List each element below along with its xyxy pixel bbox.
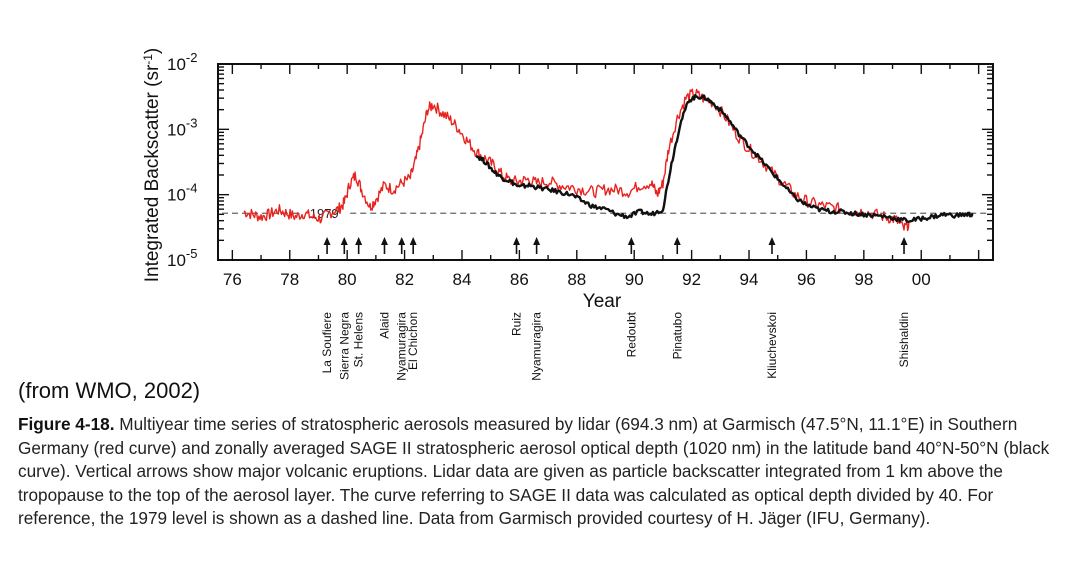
- plot-border: [217, 63, 994, 261]
- eruption-label: Sierra Negra: [337, 312, 351, 380]
- x-tick-label: 88: [567, 270, 586, 289]
- eruption-labels: La Soufiere Sierra Negra St. Helens Alaid Ny…: [320, 311, 911, 380]
- x-tick-label: 82: [395, 270, 414, 289]
- y-tick-label: 10-3: [167, 115, 197, 139]
- x-tick-label: 84: [453, 270, 472, 289]
- eruption-label: Shishaldin: [897, 312, 911, 367]
- source-note: (from WMO, 2002): [18, 378, 201, 403]
- y-axis: 10-5 10-4 10-3 10-2: [167, 50, 993, 270]
- eruption-arrow-head: [355, 237, 363, 245]
- eruption-arrow-head: [513, 237, 521, 245]
- aerosol-chart: 10-5 10-4 10-3 10-2 76 78 80 82 84 86 88 90 92 94 96 9…: [141, 48, 994, 381]
- x-axis-title: Year: [583, 291, 622, 312]
- caption-text: Multiyear time series of stratospheric a…: [18, 414, 1050, 529]
- eruption-arrow-head: [340, 237, 348, 245]
- x-tick-label: 98: [854, 270, 873, 289]
- eruption-arrow-head: [533, 237, 541, 245]
- figure-caption: Figure 4-18. Multiyear time series of st…: [18, 413, 1058, 531]
- plot-frame: [217, 63, 994, 261]
- eruption-arrow-head: [768, 237, 776, 245]
- x-tick-label: 76: [223, 270, 242, 289]
- eruption-arrow-head: [627, 237, 635, 245]
- y-axis-title: Integrated Backscatter (sr-1): [141, 48, 163, 283]
- eruption-arrows: [323, 237, 908, 254]
- eruption-label: Redoubt: [624, 311, 638, 357]
- lidar-series-line: [243, 88, 911, 232]
- y-tick-label: 10-2: [167, 50, 197, 74]
- y-tick-label: 10-5: [167, 246, 197, 270]
- eruption-arrow-head: [900, 237, 908, 245]
- eruption-arrow-head: [673, 237, 681, 245]
- x-tick-label: 94: [740, 270, 759, 289]
- y-tick-label: 10-4: [167, 181, 197, 205]
- x-tick-label: 92: [682, 270, 701, 289]
- x-tick-label: 80: [338, 270, 357, 289]
- x-axis: 76 78 80 82 84 86 88 90 92 94 96 98 00: [223, 64, 980, 289]
- eruption-arrow-head: [323, 237, 331, 245]
- eruption-label: Kliuchevskoi: [765, 312, 779, 379]
- x-tick-label: 96: [797, 270, 816, 289]
- eruption-label: Ruiz: [510, 312, 524, 336]
- eruption-arrow-head: [380, 237, 388, 245]
- x-tick-label: 00: [912, 270, 931, 289]
- x-tick-label: 90: [625, 270, 644, 289]
- eruption-arrow-head: [409, 237, 417, 245]
- figure-label: Figure 4-18.: [18, 414, 115, 434]
- x-tick-label: 78: [280, 270, 299, 289]
- eruption-arrow-head: [398, 237, 406, 245]
- series-lines: [243, 88, 974, 232]
- x-tick-label: 86: [510, 270, 529, 289]
- eruption-label: Pinatubo: [670, 312, 684, 360]
- eruption-label: El Chichon: [406, 312, 420, 370]
- eruption-label: La Soufiere: [320, 312, 334, 374]
- eruption-label: Nyamuragira: [530, 312, 544, 381]
- eruption-label: Nyamuragira: [395, 312, 409, 381]
- eruption-label: Alaid: [377, 312, 391, 339]
- eruption-label: St. Helens: [352, 312, 366, 367]
- sage-series-line: [475, 94, 974, 223]
